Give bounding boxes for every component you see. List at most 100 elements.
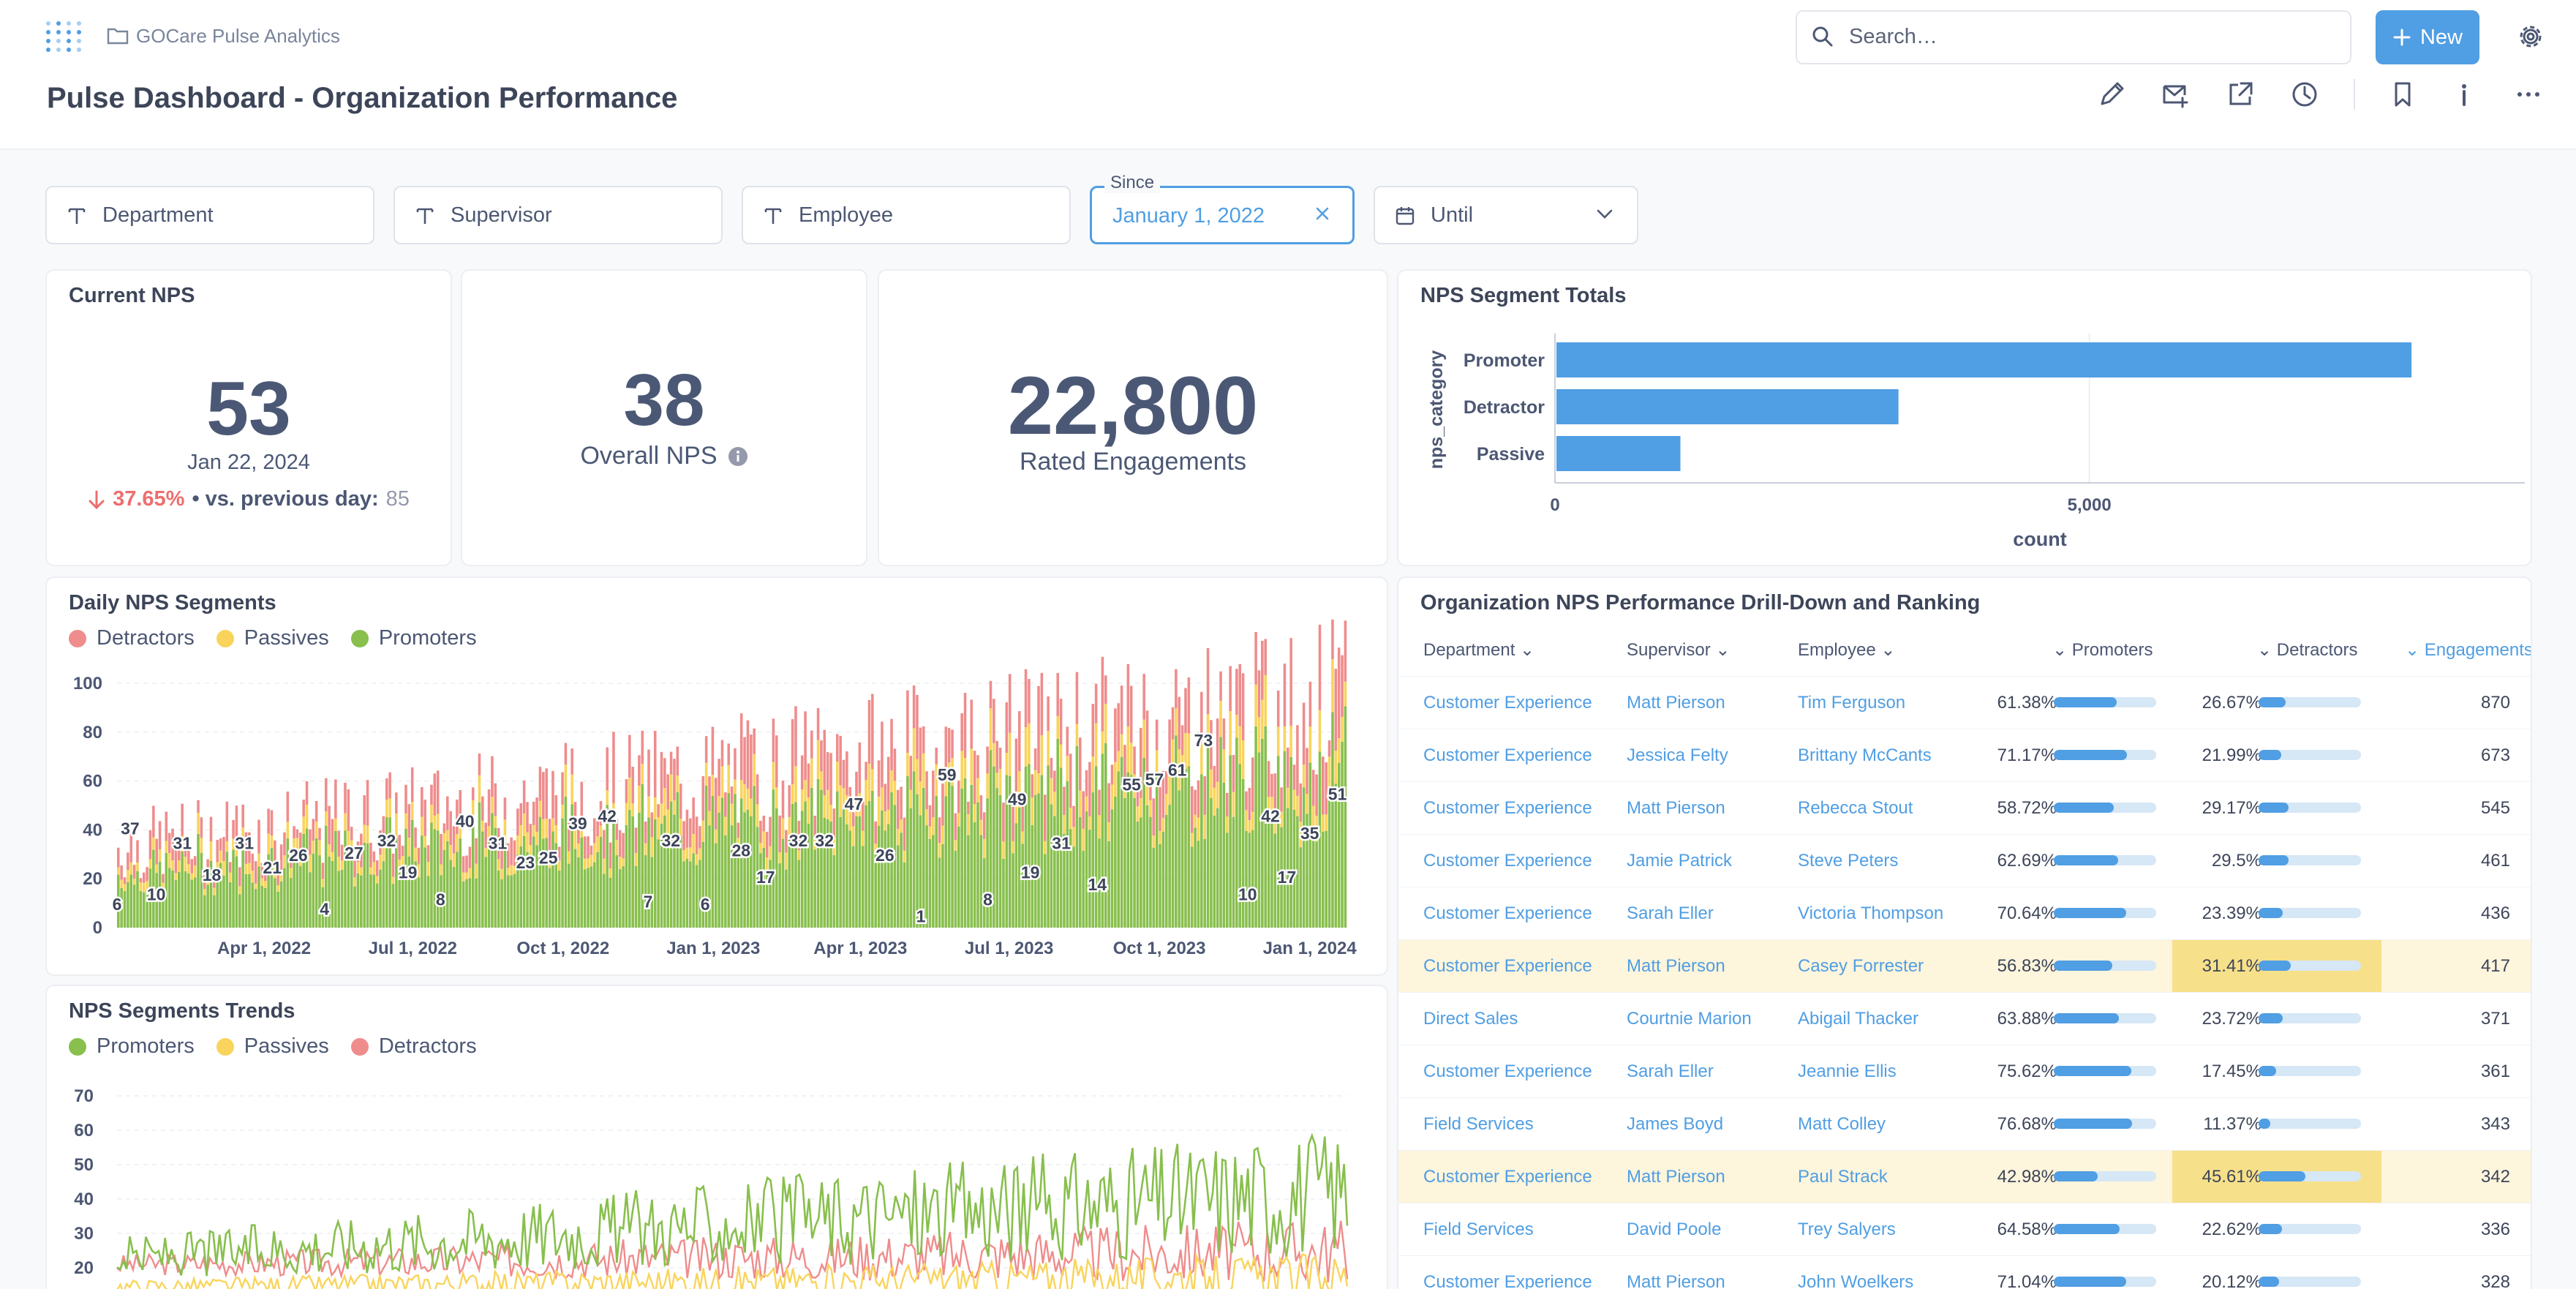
card-current-nps[interactable]: Current NPS 53 Jan 22, 2024 37.65% • vs.… bbox=[45, 269, 452, 566]
table-row[interactable]: Customer Experience Sarah Eller Victoria T… bbox=[1398, 887, 2531, 939]
column-header-employee[interactable]: Employee ⌄ bbox=[1798, 640, 1896, 660]
cell-supervisor[interactable]: Jamie Patrick bbox=[1627, 851, 1733, 871]
bar-segment bbox=[1120, 685, 1123, 734]
cell-employee[interactable]: Steve Peters bbox=[1798, 851, 1899, 871]
column-header-detractors[interactable]: ⌄ Detractors bbox=[2257, 640, 2358, 660]
metabase-logo-icon[interactable] bbox=[44, 19, 83, 54]
data-label: 39 bbox=[568, 814, 587, 833]
table-row[interactable]: Customer Experience Matt Pierson Rebecca S… bbox=[1398, 781, 2531, 834]
card-overall-nps[interactable]: 38 Overall NPS bbox=[461, 269, 867, 566]
info-icon[interactable] bbox=[2449, 79, 2479, 110]
cell-employee[interactable]: Trey Salyers bbox=[1798, 1220, 1896, 1239]
column-header-promoters[interactable]: ⌄ Promoters bbox=[2052, 640, 2153, 660]
close-icon[interactable] bbox=[1314, 205, 1331, 222]
filter-supervisor[interactable]: Supervisor bbox=[393, 186, 723, 244]
cell-department[interactable]: Field Services bbox=[1423, 1220, 1534, 1239]
cell-supervisor[interactable]: Matt Pierson bbox=[1627, 956, 1725, 976]
cell-department[interactable]: Customer Experience bbox=[1423, 1272, 1592, 1289]
cell-department[interactable]: Customer Experience bbox=[1423, 745, 1592, 765]
card-rated-engagements[interactable]: 22,800 Rated Engagements bbox=[878, 269, 1388, 566]
gear-icon[interactable] bbox=[2516, 22, 2545, 51]
share-icon[interactable] bbox=[2225, 79, 2256, 110]
cell-supervisor[interactable]: Sarah Eller bbox=[1627, 1061, 1714, 1081]
bar-segment bbox=[203, 874, 206, 890]
cell-department[interactable]: Customer Experience bbox=[1423, 956, 1592, 976]
cell-supervisor[interactable]: Matt Pierson bbox=[1627, 798, 1725, 818]
new-button[interactable]: New bbox=[2376, 10, 2479, 64]
cell-department[interactable]: Direct Sales bbox=[1423, 1009, 1518, 1029]
cell-department[interactable]: Customer Experience bbox=[1423, 1061, 1592, 1081]
card-drilldown-table[interactable]: Organization NPS Performance Drill-Down … bbox=[1397, 576, 2532, 1289]
table-row[interactable]: Customer Experience Matt Pierson Tim Fergu… bbox=[1398, 676, 2531, 729]
table-row[interactable]: Field Services David Poole Trey Salyers 64.… bbox=[1398, 1203, 2531, 1255]
info-circle-icon[interactable] bbox=[728, 446, 748, 467]
legend-item-detractors[interactable]: Detractors bbox=[350, 1034, 477, 1059]
legend-item-detractors[interactable]: Detractors bbox=[69, 626, 195, 650]
card-daily-nps-segments[interactable]: Daily NPS Segments Detractors Passives P… bbox=[45, 576, 1388, 976]
pencil-icon[interactable] bbox=[2096, 79, 2127, 110]
table-row[interactable]: Direct Sales Courtnie Marion Abigail Thack… bbox=[1398, 992, 2531, 1045]
cell-employee[interactable]: Matt Colley bbox=[1798, 1114, 1886, 1134]
bar-segment bbox=[318, 855, 321, 928]
search-input[interactable] bbox=[1849, 22, 2332, 51]
bookmark-icon[interactable] bbox=[2387, 79, 2418, 110]
legend-item-promoters[interactable]: Promoters bbox=[350, 626, 477, 650]
bar-segment bbox=[842, 759, 846, 789]
table-row[interactable]: Customer Experience Sarah Eller Jeannie El… bbox=[1398, 1045, 2531, 1097]
data-label: 55 bbox=[1122, 775, 1141, 794]
cell-supervisor[interactable]: David Poole bbox=[1627, 1220, 1722, 1239]
table-row[interactable]: Field Services James Boyd Matt Colley 76.68… bbox=[1398, 1097, 2531, 1150]
x-tick-label: Oct 1, 2023 bbox=[1113, 939, 1206, 958]
legend-item-passives[interactable]: Passives bbox=[216, 626, 329, 650]
table-row[interactable]: Customer Experience Jessica Felty Brittany… bbox=[1398, 729, 2531, 781]
cell-employee[interactable]: Abigail Thacker bbox=[1798, 1009, 1918, 1029]
cell-department[interactable]: Customer Experience bbox=[1423, 903, 1592, 923]
bar-segment bbox=[871, 694, 874, 770]
filter-employee[interactable]: Employee bbox=[742, 186, 1071, 244]
cell-department[interactable]: Field Services bbox=[1423, 1114, 1534, 1134]
cell-supervisor[interactable]: Sarah Eller bbox=[1627, 903, 1714, 923]
more-icon[interactable] bbox=[2513, 79, 2544, 110]
cell-supervisor[interactable]: Courtnie Marion bbox=[1627, 1009, 1752, 1029]
cell-department[interactable]: Customer Experience bbox=[1423, 798, 1592, 818]
cell-department[interactable]: Customer Experience bbox=[1423, 851, 1592, 871]
bar-segment bbox=[305, 804, 309, 829]
cell-supervisor[interactable]: Matt Pierson bbox=[1627, 1167, 1725, 1187]
cell-supervisor[interactable]: James Boyd bbox=[1627, 1114, 1724, 1134]
column-header-engagements[interactable]: ⌄ Engagements bbox=[2405, 640, 2532, 660]
cell-department[interactable]: Customer Experience bbox=[1423, 1167, 1592, 1187]
filter-until[interactable]: Until bbox=[1374, 186, 1638, 244]
breadcrumb-collection[interactable]: GOCare Pulse Analytics bbox=[136, 25, 340, 47]
cell-supervisor[interactable]: Jessica Felty bbox=[1627, 745, 1728, 765]
column-header-department[interactable]: Department ⌄ bbox=[1423, 640, 1535, 660]
subscription-icon[interactable] bbox=[2161, 79, 2191, 110]
cell-employee[interactable]: Tim Ferguson bbox=[1798, 693, 1906, 713]
history-icon[interactable] bbox=[2289, 79, 2320, 110]
card-nps-segments-trends[interactable]: NPS Segments Trends Promoters Passives D… bbox=[45, 985, 1388, 1289]
cell-employee[interactable]: John Woelkers bbox=[1798, 1272, 1914, 1289]
card-nps-segment-totals[interactable]: NPS Segment Totals Promoter Detractor Pass… bbox=[1397, 269, 2532, 566]
table-row[interactable]: Customer Experience Matt Pierson Casey For… bbox=[1398, 939, 2531, 993]
bar-segment bbox=[526, 802, 529, 833]
table-row[interactable]: Customer Experience Matt Pierson John Woel… bbox=[1398, 1255, 2531, 1289]
cell-department[interactable]: Customer Experience bbox=[1423, 693, 1592, 713]
cell-employee[interactable]: Brittany McCants bbox=[1798, 745, 1932, 765]
cell-supervisor[interactable]: Matt Pierson bbox=[1627, 1272, 1725, 1289]
legend-item-passives[interactable]: Passives bbox=[216, 1034, 329, 1059]
cell-employee[interactable]: Victoria Thompson bbox=[1798, 903, 1944, 923]
table-row[interactable]: Customer Experience Matt Pierson Paul Stra… bbox=[1398, 1150, 2531, 1203]
table-row[interactable]: Customer Experience Jamie Patrick Steve Pe… bbox=[1398, 834, 2531, 887]
legend-item-promoters[interactable]: Promoters bbox=[69, 1034, 195, 1059]
bar-segment bbox=[487, 841, 491, 928]
cell-employee[interactable]: Rebecca Stout bbox=[1798, 798, 1913, 818]
cell-employee[interactable]: Casey Forrester bbox=[1798, 956, 1924, 976]
filter-since[interactable]: January 1, 2022 bbox=[1090, 186, 1355, 244]
bar-segment bbox=[881, 787, 884, 811]
page-title[interactable]: Pulse Dashboard - Organization Performan… bbox=[47, 82, 678, 114]
cell-employee[interactable]: Paul Strack bbox=[1798, 1167, 1888, 1187]
cell-employee[interactable]: Jeannie Ellis bbox=[1798, 1061, 1897, 1081]
column-header-supervisor[interactable]: Supervisor ⌄ bbox=[1627, 640, 1730, 660]
bar-segment bbox=[430, 805, 433, 823]
filter-department[interactable]: Department bbox=[45, 186, 374, 244]
cell-supervisor[interactable]: Matt Pierson bbox=[1627, 693, 1725, 713]
